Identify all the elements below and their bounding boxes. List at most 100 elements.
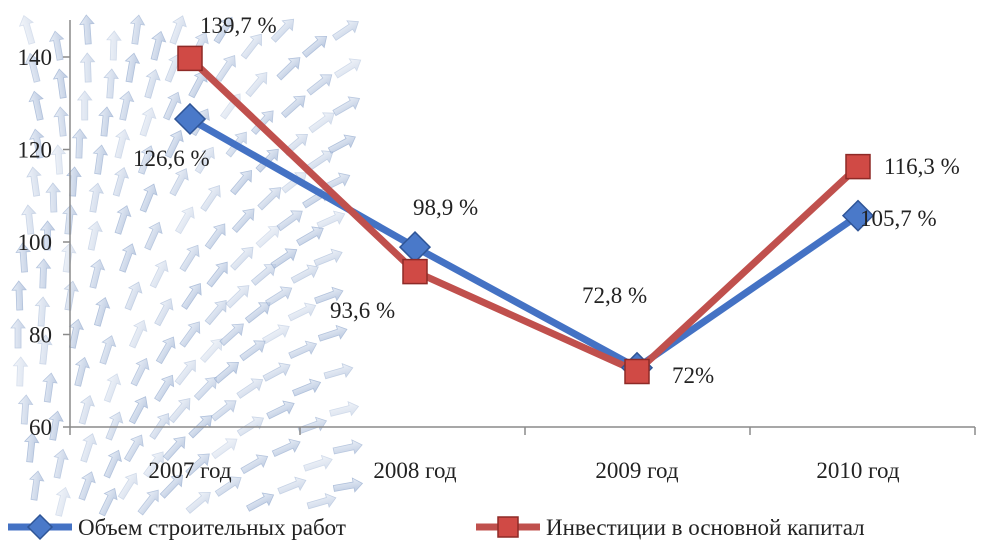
data-label: 93,6 % [330, 298, 395, 323]
decorative-arrow [18, 14, 36, 45]
decorative-arrow [74, 356, 91, 387]
decorative-arrow [99, 335, 117, 365]
decorative-arrow [119, 90, 135, 121]
decorative-arrow [213, 361, 239, 384]
decorative-arrow-shape [316, 210, 346, 229]
decorative-arrow [270, 248, 298, 269]
decorative-arrow-shape [174, 206, 195, 235]
decorative-arrow-shape [28, 90, 44, 121]
decorative-arrow [316, 210, 346, 229]
decorative-arrow-shape [219, 323, 244, 347]
data-label: 116,3 % [884, 154, 960, 179]
decorative-arrow [98, 487, 118, 517]
decorative-arrow [105, 411, 124, 441]
decorative-arrow-shape [137, 145, 156, 175]
decorative-arrow [290, 264, 319, 284]
decorative-arrow [139, 107, 157, 137]
decorative-arrow-shape [327, 134, 356, 154]
decorative-arrow [214, 476, 242, 497]
decorative-arrow-shape [34, 296, 51, 327]
decorative-arrow-shape [162, 436, 186, 461]
decorative-arrow-shape [66, 166, 82, 197]
decorative-arrow [250, 263, 277, 286]
decorative-arrow-shape [185, 491, 211, 514]
legend-label: Объем строительных работ [78, 515, 346, 540]
decorative-arrow [240, 33, 262, 60]
decorative-arrow-shape [130, 357, 150, 387]
decorative-arrow [159, 474, 184, 499]
decorative-arrow [169, 15, 187, 45]
decorative-arrow [306, 150, 334, 171]
decorative-arrow-shape [39, 220, 56, 251]
decorative-arrow-shape [240, 454, 269, 475]
y-axis-ticks: 60 80 100 120 140 [18, 45, 70, 440]
decorative-arrow-shape [213, 361, 239, 384]
decorative-arrow [168, 398, 191, 424]
decorative-arrow-shape [139, 183, 158, 213]
decorative-arrow-shape [78, 394, 95, 425]
decorative-arrow [174, 206, 195, 235]
decorative-arrow-shape [45, 182, 62, 213]
decorative-arrow-shape [332, 477, 364, 493]
decorative-arrow [162, 436, 186, 461]
decorative-arrow [257, 187, 282, 211]
y-tick-label: 120 [18, 138, 53, 163]
decorative-arrow [123, 434, 144, 463]
decorative-arrow-shape [181, 283, 202, 310]
data-point-marker [841, 199, 875, 232]
decorative-arrow [297, 416, 328, 435]
decorative-arrow [11, 280, 27, 311]
background-arrows-decoration [10, 14, 364, 517]
decorative-arrow [52, 68, 69, 99]
decorative-arrow [80, 433, 98, 463]
decorative-arrow-shape [314, 286, 344, 305]
decorative-arrow [292, 378, 322, 397]
decorative-arrow [163, 91, 182, 121]
decorative-arrow-shape [306, 150, 334, 171]
decorative-arrow-shape [10, 318, 26, 349]
decorative-arrow [34, 296, 51, 327]
decorative-arrow-shape [313, 248, 343, 267]
decorative-arrow-shape [88, 182, 104, 213]
decorative-arrow-shape [68, 318, 85, 349]
decorative-arrow-shape [169, 15, 187, 45]
chart-axes [69, 20, 975, 428]
decorative-arrow-shape [128, 319, 148, 349]
decorative-arrow [332, 439, 363, 455]
decorative-arrow-shape [193, 376, 218, 401]
x-tick-label: 2010 год [816, 458, 899, 483]
decorative-arrow-shape [271, 438, 301, 457]
decorative-arrow-shape [270, 18, 295, 43]
decorative-arrow-shape [297, 416, 328, 435]
decorative-arrow [333, 58, 362, 79]
decorative-arrow-shape [230, 170, 252, 196]
decorative-arrow-shape [79, 14, 95, 45]
decorative-arrow [240, 454, 269, 475]
decorative-arrow-shape [179, 321, 201, 348]
decorative-arrow [245, 72, 268, 98]
decorative-arrow [68, 318, 85, 349]
decorative-arrow-shape [129, 14, 146, 45]
decorative-arrow [35, 258, 52, 289]
decorative-arrow [53, 106, 69, 137]
decorative-arrow-shape [210, 400, 237, 422]
decorative-arrow [193, 376, 218, 401]
y-tick-label: 100 [18, 230, 53, 255]
decorative-arrow-shape [106, 30, 122, 61]
decorative-arrow-shape [93, 296, 111, 327]
data-point-marker [624, 358, 650, 385]
decorative-arrow [271, 438, 301, 457]
decorative-arrow [323, 362, 354, 380]
decorative-arrow-shape [12, 356, 29, 387]
decorative-arrow-shape [89, 258, 106, 289]
decorative-arrow [308, 112, 335, 134]
decorative-arrow [215, 55, 236, 82]
decorative-arrow-shape [55, 486, 71, 517]
x-tick-label: 2008 год [373, 458, 456, 483]
decorative-arrow-shape [79, 52, 96, 83]
decorative-arrow [89, 258, 106, 289]
decorative-arrow-shape [117, 472, 138, 501]
decorative-arrow-shape [98, 487, 118, 517]
decorative-arrow-shape [266, 400, 295, 420]
